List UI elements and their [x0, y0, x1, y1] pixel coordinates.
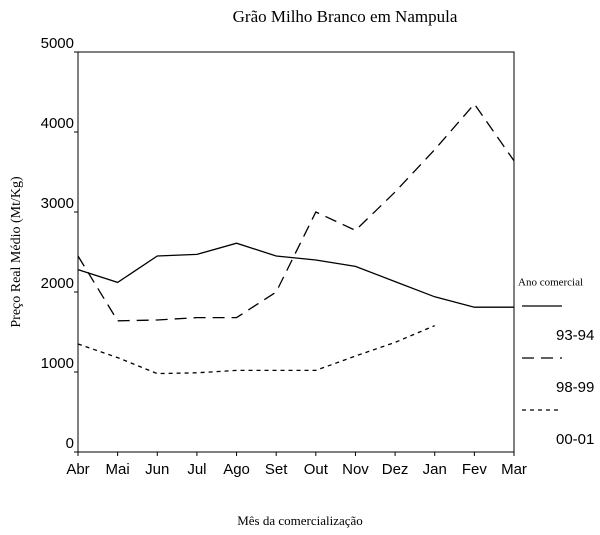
y-axis-label: Preço Real Médio (Mt/Kg)	[9, 176, 24, 328]
legend-label: 00-01	[556, 431, 594, 448]
y-tick-label: 4000	[41, 115, 74, 132]
legend-title: Ano comercial	[518, 277, 583, 289]
legend-label: 93-94	[556, 327, 594, 344]
x-tick-label: Ago	[223, 461, 250, 478]
y-tick-label: 1000	[41, 355, 74, 372]
x-tick-label: Jul	[187, 461, 206, 478]
legend-label: 98-99	[556, 379, 594, 396]
series-line	[77, 242, 514, 308]
x-tick-label: Mar	[501, 461, 527, 478]
chart-title: Grão Milho Branco em Nampula	[233, 7, 458, 26]
y-tick-label: 3000	[41, 195, 74, 212]
x-tick-label: Mai	[106, 461, 130, 478]
x-tick-label: Jan	[423, 461, 447, 478]
series-line	[77, 325, 435, 375]
x-tick-label: Abr	[66, 461, 89, 478]
x-tick-label: Dez	[382, 461, 409, 478]
series-line	[77, 102, 515, 322]
x-tick-label: Set	[265, 461, 288, 478]
x-axis-label: Mês da comercialização	[237, 513, 363, 528]
y-tick-label: 5000	[41, 35, 74, 52]
x-tick-label: Jun	[145, 461, 169, 478]
plot-frame	[77, 51, 515, 453]
y-tick-label: 0	[66, 435, 74, 452]
x-tick-label: Fev	[462, 461, 488, 478]
y-tick-label: 2000	[41, 275, 74, 292]
x-tick-label: Out	[304, 461, 329, 478]
x-tick-label: Nov	[342, 461, 369, 478]
